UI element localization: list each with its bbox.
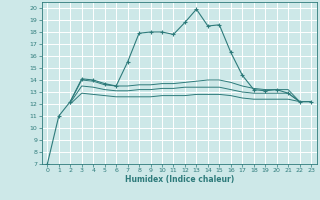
X-axis label: Humidex (Indice chaleur): Humidex (Indice chaleur) bbox=[124, 175, 234, 184]
